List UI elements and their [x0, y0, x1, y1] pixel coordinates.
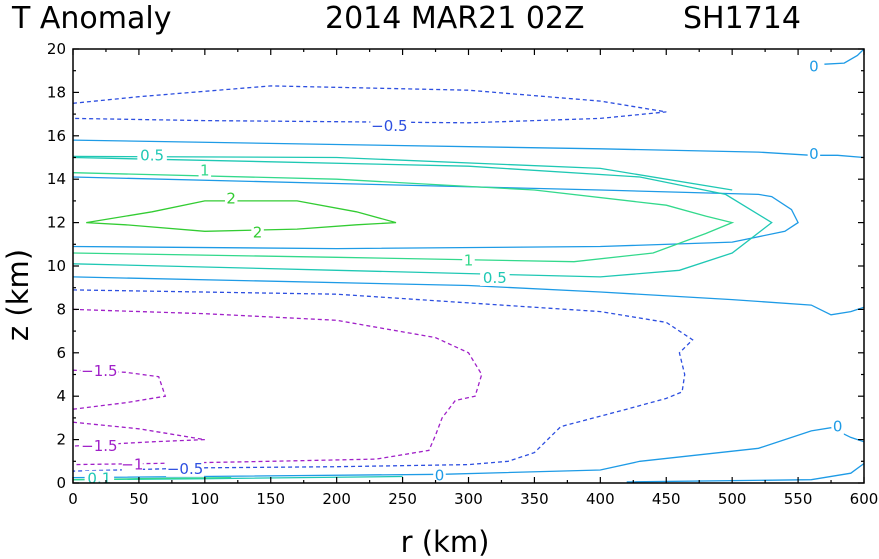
x-tick-label-5: 250	[388, 490, 417, 508]
contour-label-11: −0.5	[167, 460, 203, 478]
contour-label-bg-5	[480, 269, 510, 286]
y-tick-label-0: 0	[56, 474, 66, 492]
contour-label-14: −1	[121, 456, 143, 474]
x-tick-label-4: 200	[322, 490, 351, 508]
contour-label-bg-10	[370, 118, 409, 135]
contour-label-1: 0	[809, 145, 819, 163]
x-tick-label-2: 100	[191, 490, 220, 508]
contour-label-bg-12	[80, 363, 119, 380]
title-variable: T Anomaly	[11, 1, 171, 36]
y-tick-label-5: 10	[47, 257, 66, 275]
contour-line-14	[72, 308, 483, 466]
x-axis-ticks: 0 50 100 150 200 250 300 350 400 450 500 550 600	[68, 49, 878, 508]
contour-line-3	[72, 276, 865, 316]
contour-label-4: 0.5	[140, 146, 164, 164]
x-tick-label-1: 50	[129, 490, 148, 508]
y-axis-label: z (km)	[1, 249, 35, 341]
contour-label-bg-9	[251, 224, 264, 241]
contour-line-4	[72, 427, 865, 479]
x-tick-label-11: 550	[784, 490, 813, 508]
contour-line-5	[626, 462, 865, 483]
y-tick-label-3: 6	[56, 344, 66, 362]
contour-label-bg-11	[166, 460, 205, 477]
contour-line-13	[72, 289, 694, 472]
contour-label-5: 0.5	[483, 269, 507, 287]
contour-label-9: 2	[253, 223, 263, 241]
y-tick-label-1: 2	[56, 431, 66, 449]
x-tick-label-3: 150	[256, 490, 285, 508]
contour-label-bg-0	[807, 58, 821, 75]
contour-label-3: 0	[833, 418, 843, 436]
y-tick-label-2: 4	[56, 387, 66, 405]
contour-line-9	[72, 172, 735, 263]
contour-label-bg-8	[224, 190, 238, 207]
contour-lines	[72, 48, 865, 483]
contour-line-11	[86, 200, 397, 232]
y-tick-label-8: 16	[47, 127, 66, 145]
contour-label-7: 1	[464, 252, 474, 270]
contour-line-7	[72, 156, 773, 278]
contour-label-2: 0	[435, 466, 445, 484]
contour-line-0	[72, 139, 865, 159]
y-tick-label-4: 8	[56, 300, 66, 318]
y-tick-label-10: 20	[47, 40, 66, 58]
contour-label-6: 1	[200, 162, 210, 180]
y-tick-label-6: 12	[47, 214, 66, 232]
x-tick-label-8: 400	[586, 490, 615, 508]
x-tick-label-12: 600	[850, 490, 879, 508]
contour-label-15: 0.1	[87, 470, 111, 488]
x-tick-label-9: 450	[652, 490, 681, 508]
contour-line-1	[824, 48, 865, 65]
contour-line-6	[72, 155, 733, 191]
contour-label-8: 2	[226, 190, 236, 208]
contour-line-16	[72, 421, 205, 447]
x-tick-label-0: 0	[68, 490, 78, 508]
contour-label-10: −0.5	[371, 117, 407, 135]
contour-line-12	[72, 85, 667, 124]
title-storm: SH1714	[683, 1, 801, 36]
contour-label-0: 0	[809, 57, 819, 75]
contour-label-bg-14	[121, 456, 143, 473]
contour-label-bg-3	[831, 418, 844, 435]
x-tick-label-7: 350	[520, 490, 549, 508]
contour-label-bg-13	[80, 438, 119, 455]
contour-label-bg-2	[433, 467, 446, 484]
title-datetime: 2014 MAR21 02Z	[325, 1, 585, 36]
contour-label-12: −1.5	[81, 362, 117, 380]
y-tick-label-7: 14	[47, 170, 66, 188]
y-tick-label-9: 18	[47, 83, 66, 101]
contour-label-13: −1.5	[81, 437, 117, 455]
x-tick-label-6: 300	[454, 490, 483, 508]
contour-label-bg-6	[198, 162, 212, 179]
x-axis-label: r (km)	[401, 525, 490, 559]
contour-label-bg-7	[462, 252, 475, 269]
contour-line-2	[72, 176, 799, 250]
contour-label-bg-4	[137, 147, 167, 164]
x-tick-label-10: 500	[718, 490, 747, 508]
contour-label-bg-1	[807, 146, 821, 163]
